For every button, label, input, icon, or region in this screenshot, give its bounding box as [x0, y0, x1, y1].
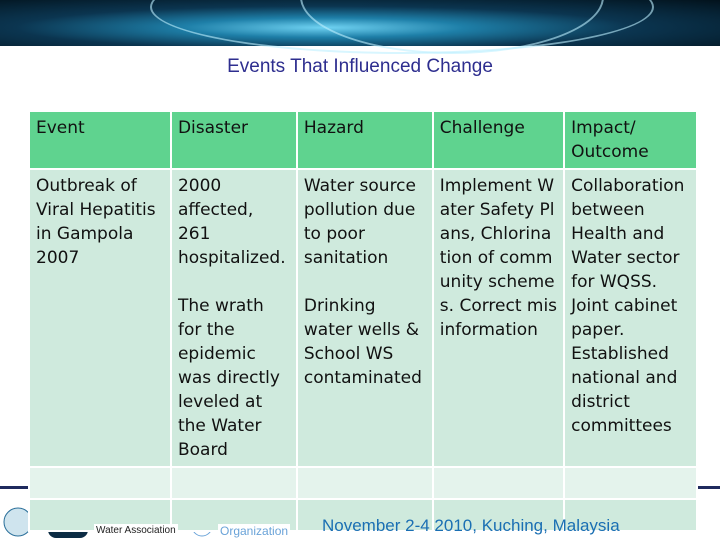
table-header-row: Event Disaster Hazard Challenge Impact/ … [28, 110, 698, 170]
header-challenge: Challenge [431, 110, 566, 170]
cell-event: Outbreak of Viral Hepatitis in Gampola 2… [28, 168, 172, 468]
hazard-text-1: Water source pollution due to poor sanit… [303, 176, 416, 268]
events-table: Event Disaster Hazard Challenge Impact/ … [28, 110, 698, 532]
header-disaster: Disaster [169, 110, 298, 170]
footer-event-info: November 2-4 2010, Kuching, Malaysia [322, 516, 620, 535]
table-row: Outbreak of Viral Hepatitis in Gampola 2… [28, 168, 698, 468]
disaster-text-2: The wrath for the epidemic was directly … [177, 296, 280, 460]
logo-text: Water Association [94, 524, 178, 538]
disaster-text-1: 2000 affected, 261 hospitalized. [177, 176, 286, 268]
table-row-empty [28, 466, 698, 500]
divider [0, 486, 30, 489]
header-impact: Impact/ Outcome [563, 110, 698, 170]
header-event: Event [28, 110, 172, 170]
table-row-empty [28, 498, 698, 532]
logo-text: Organization [218, 524, 291, 538]
cell-impact: Collaboration between Health and Water s… [563, 168, 698, 468]
divider [697, 486, 720, 489]
header-banner [0, 0, 720, 54]
header-hazard: Hazard [295, 110, 434, 170]
cell-disaster: 2000 affected, 261 hospitalized. The wrat… [169, 168, 298, 468]
page-title: Events That Influenced Change [227, 56, 493, 77]
cell-challenge: Implement Water Safety Plans, Chlorinati… [431, 168, 566, 468]
hazard-text-2: Drinking water wells & School WS contami… [303, 296, 422, 388]
cell-hazard: Water source pollution due to poor sanit… [295, 168, 434, 468]
